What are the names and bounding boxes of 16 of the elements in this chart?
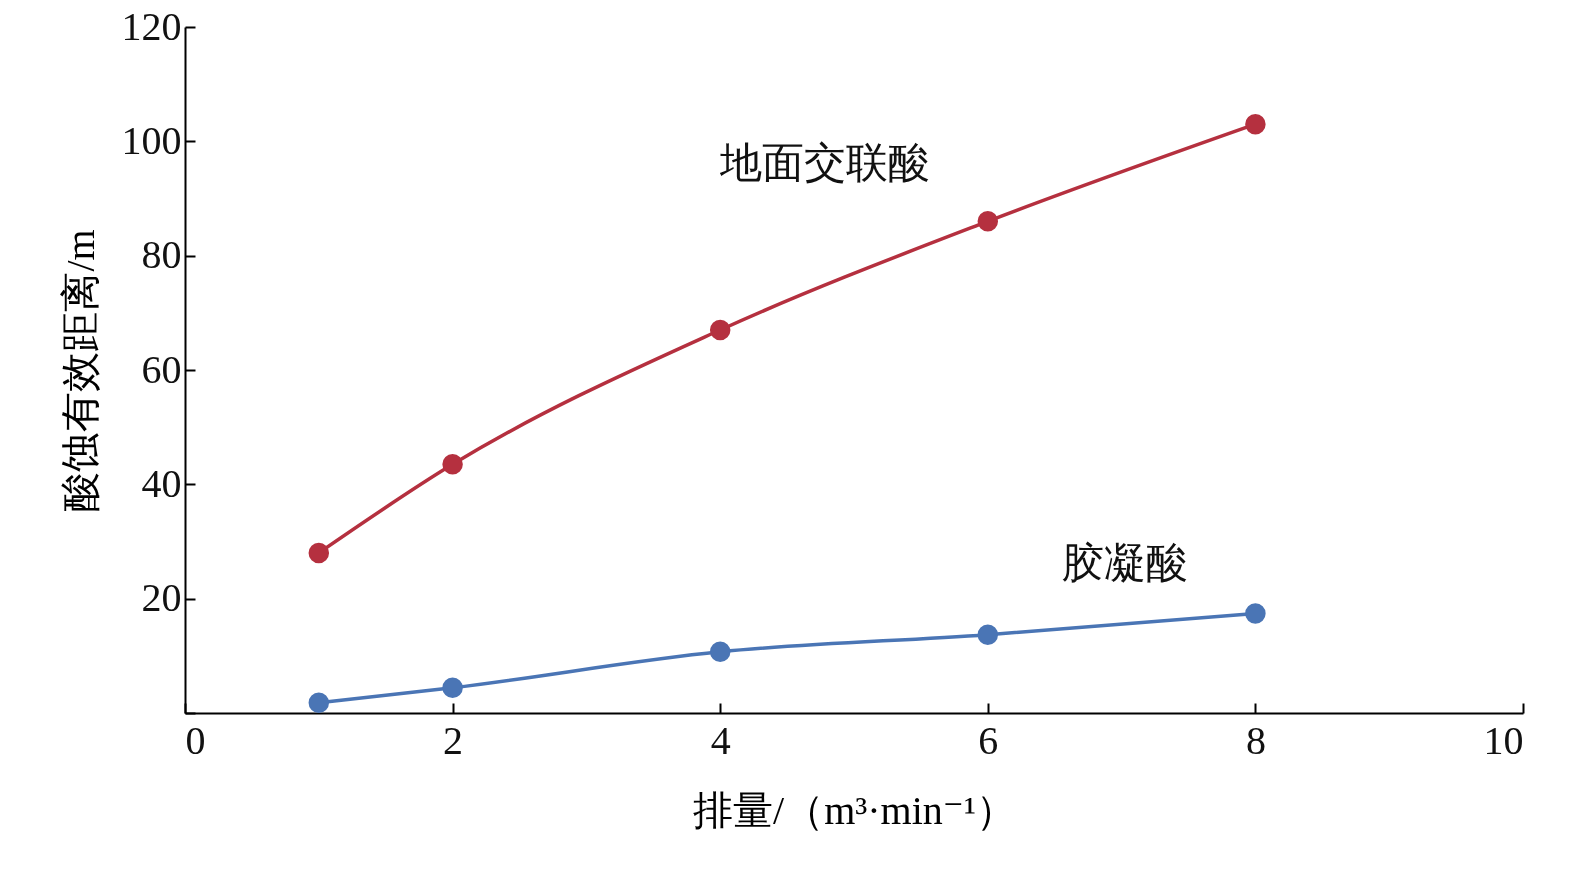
x-tick-label: 6 xyxy=(978,717,999,763)
y-tick-label: 80 xyxy=(141,232,182,278)
x-tick-label: 2 xyxy=(443,717,464,763)
x-tick-label: 0 xyxy=(185,717,206,763)
y-tick-label: 120 xyxy=(121,3,182,49)
y-tick-label: 100 xyxy=(121,117,182,163)
y-tick-label: 40 xyxy=(141,460,182,506)
y-tick-label: 60 xyxy=(141,346,182,392)
y-tick-label: 20 xyxy=(141,575,182,621)
x-tick-label: 4 xyxy=(710,717,731,763)
y-axis-title: 酸蚀有效距离/m xyxy=(57,229,103,512)
x-axis-title: 排量/（m³·min⁻¹） xyxy=(693,787,1016,833)
x-tick-label: 8 xyxy=(1245,717,1266,763)
x-tick-label: 10 xyxy=(1483,717,1524,763)
series-label: 地面交联酸 xyxy=(719,140,931,187)
series-label: 胶凝酸 xyxy=(1062,539,1189,586)
